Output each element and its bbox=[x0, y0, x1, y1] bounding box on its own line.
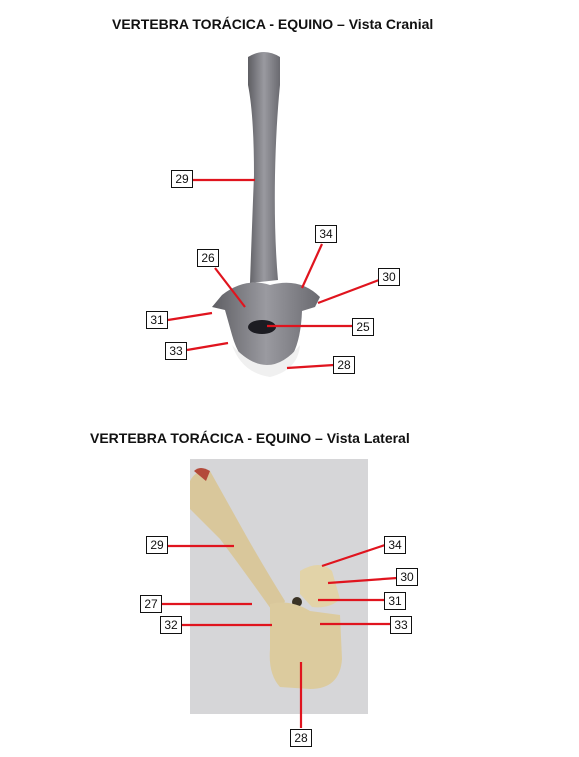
label-28: 28 bbox=[333, 356, 355, 374]
label-29: 29 bbox=[146, 536, 168, 554]
label-29: 29 bbox=[171, 170, 193, 188]
label-26: 26 bbox=[197, 249, 219, 267]
lateral-view-title: VERTEBRA TORÁCICA - EQUINO – Vista Later… bbox=[90, 430, 410, 446]
label-30: 30 bbox=[378, 268, 400, 286]
label-31: 31 bbox=[146, 311, 168, 329]
label-32: 32 bbox=[160, 616, 182, 634]
cranial-view-title: VERTEBRA TORÁCICA - EQUINO – Vista Crani… bbox=[112, 16, 434, 32]
label-25: 25 bbox=[352, 318, 374, 336]
label-34: 34 bbox=[315, 225, 337, 243]
label-28: 28 bbox=[290, 729, 312, 747]
label-31: 31 bbox=[384, 592, 406, 610]
label-33: 33 bbox=[390, 616, 412, 634]
label-33: 33 bbox=[165, 342, 187, 360]
cranial-view-image bbox=[212, 52, 320, 377]
label-34: 34 bbox=[384, 536, 406, 554]
label-27: 27 bbox=[140, 595, 162, 613]
label-30: 30 bbox=[396, 568, 418, 586]
